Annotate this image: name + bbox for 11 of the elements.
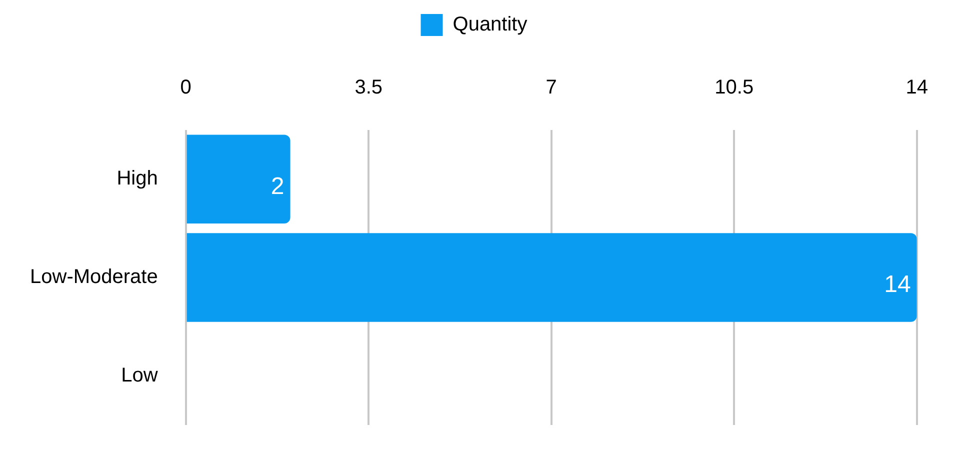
x-tick-label: 10.5 (714, 76, 754, 99)
y-tick-label: Low (121, 364, 158, 386)
x-tick-label: 7 (546, 76, 557, 99)
legend-label: Quantity (452, 14, 528, 36)
x-tick-label: 3.5 (354, 76, 383, 99)
y-tick-label: High (116, 168, 158, 190)
x-tick-label: 0 (180, 76, 192, 99)
y-tick-label: Low-Moderate (30, 266, 158, 288)
data-label: 14 (884, 271, 911, 298)
data-label: 2 (270, 172, 284, 200)
x-tick-label: 14 (906, 76, 928, 99)
